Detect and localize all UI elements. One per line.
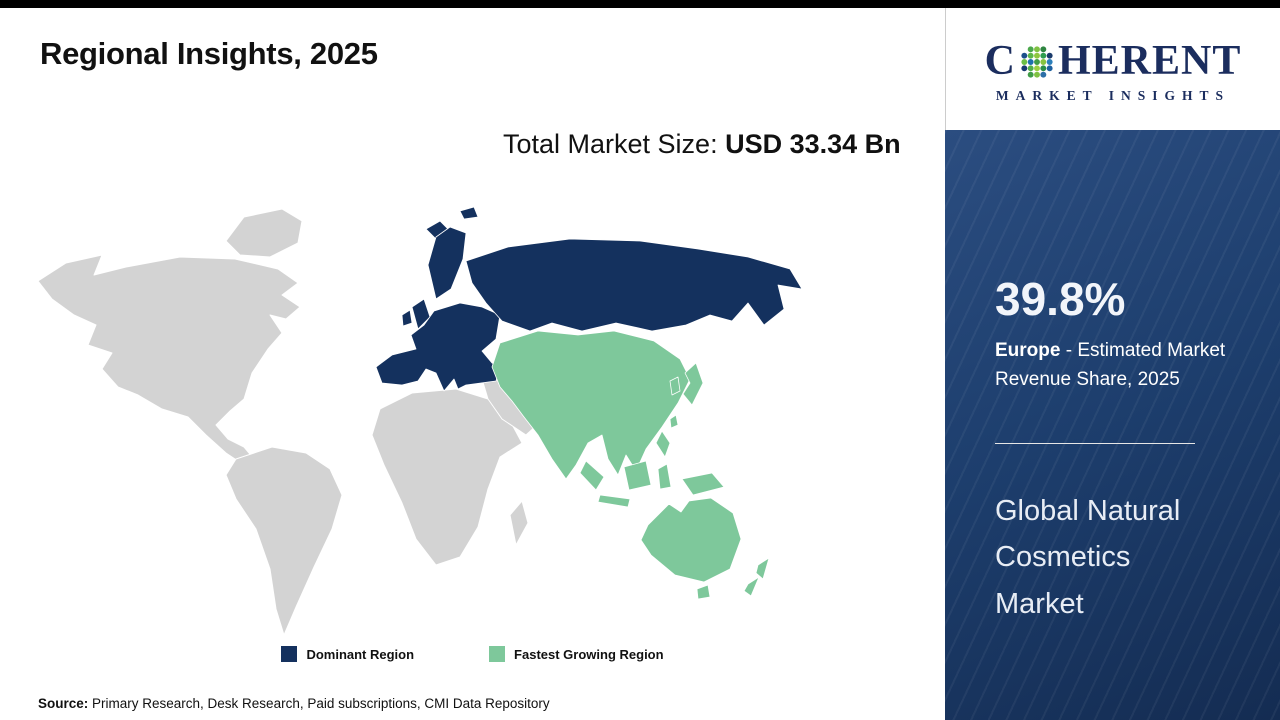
map-africa (371, 388, 523, 566)
dominant-region-swatch (281, 646, 298, 662)
map-legend: Dominant Region Fastest Growing Region (0, 646, 945, 662)
page-title: Regional Insights, 2025 (40, 36, 378, 71)
map-svalbard (459, 206, 479, 220)
source-text: Primary Research, Desk Research, Paid su… (88, 696, 550, 711)
map-japan (682, 362, 704, 406)
map-ireland (401, 309, 413, 327)
fastest-growing-swatch (489, 646, 506, 662)
top-black-bar (0, 0, 1280, 8)
legend-fastest: Fastest Growing Region (489, 646, 664, 662)
map-south-america (225, 446, 343, 636)
logo-dotted-globe-icon (1018, 43, 1056, 81)
map-tasmania (696, 584, 711, 600)
world-map (30, 203, 840, 643)
panel-divider (995, 442, 1195, 444)
map-korea (669, 376, 681, 396)
total-market-size: Total Market Size: USD 33.34 Bn (503, 126, 905, 164)
sidebar: C HERENT MARKET INSIGHTS 39 (945, 8, 1280, 720)
share-value: 39.8% (995, 273, 1126, 325)
map-russia (465, 238, 803, 332)
info-panel: 39.8% Europe - Estimated Market Revenue … (945, 130, 1280, 720)
share-description-rest: - Estimated Market Revenue Share, 2025 (995, 340, 1226, 391)
map-north-america (37, 254, 301, 466)
map-sumatra (579, 460, 605, 491)
map-asia (491, 330, 691, 480)
share-region: Europe (995, 340, 1061, 361)
logo-letters-rest: HERENT (1057, 38, 1242, 84)
source-label: Source: (38, 696, 89, 711)
legend-dominant: Dominant Region (281, 646, 414, 662)
map-new-zealand-south (743, 576, 760, 597)
source-line: Source: Primary Research, Desk Research,… (38, 696, 550, 711)
legend-dominant-label: Dominant Region (306, 646, 415, 662)
world-map-svg (37, 206, 803, 636)
map-sulawesi (657, 463, 672, 490)
map-australia (640, 497, 742, 583)
total-market-size-value: USD 33.34 Bn (725, 129, 901, 159)
main-area: Regional Insights, 2025 Total Market Siz… (0, 8, 945, 720)
logo-letter-c: C (984, 38, 1016, 84)
map-philippines (655, 430, 671, 458)
logo-wordmark: C HERENT (985, 40, 1242, 82)
legend-fastest-label: Fastest Growing Region (514, 646, 664, 662)
map-new-zealand-north (755, 557, 770, 580)
map-new-guinea (681, 472, 725, 496)
market-name: Global Natural Cosmetics Market (995, 494, 1181, 620)
map-taiwan (669, 414, 679, 429)
total-market-size-label: Total Market Size: (503, 129, 726, 159)
map-europe (375, 302, 501, 392)
logo: C HERENT MARKET INSIGHTS (945, 8, 1280, 130)
share-description: Europe - Estimated Market Revenue Share,… (995, 336, 1260, 395)
logo-subtitle: MARKET INSIGHTS (995, 88, 1231, 103)
map-madagascar (509, 500, 529, 546)
map-greenland (225, 208, 303, 258)
map-java (597, 494, 631, 508)
map-borneo (623, 460, 652, 491)
map-scandinavia (427, 226, 467, 300)
content: Regional Insights, 2025 Total Market Siz… (0, 8, 1280, 720)
